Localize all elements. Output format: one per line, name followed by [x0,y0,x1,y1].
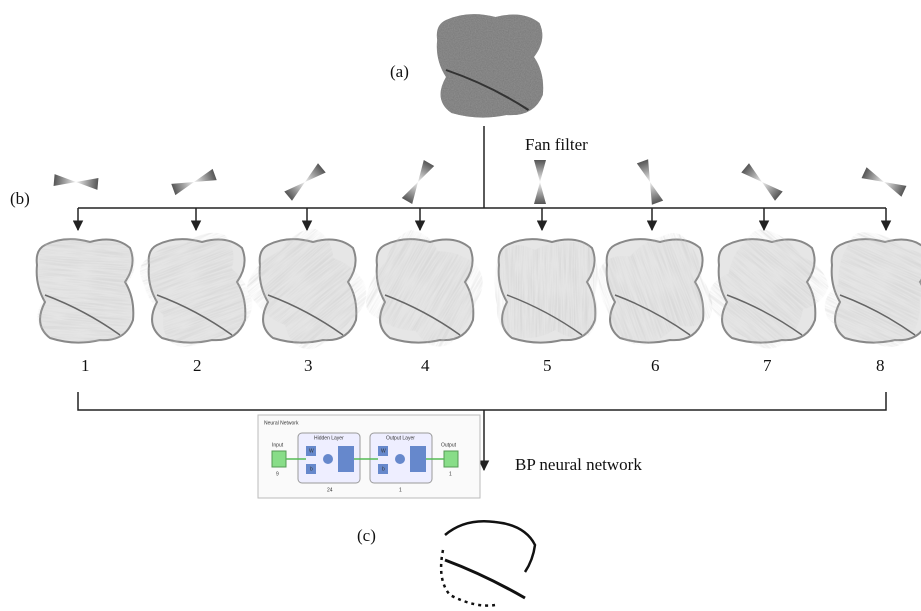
fan-icon [741,163,782,200]
image-texture [238,220,379,361]
b-label: b [310,466,313,472]
panel-label: (a) [390,62,409,81]
fan-icon [402,160,434,204]
filtered-image [357,223,495,358]
fan-shape [534,160,546,204]
activation [338,446,354,472]
output-node [444,451,458,467]
image-texture [696,220,837,361]
filtered-image [494,239,597,342]
input-node [272,451,286,467]
fan-filter-label: Fan filter [525,135,588,154]
bp-label: BP neural network [515,455,642,474]
b-label: b [382,466,385,472]
fan-icon [54,174,99,190]
image-label: 3 [304,356,313,375]
image-texture [32,235,137,346]
output-label: Output [441,442,457,448]
fan-shape [402,160,434,204]
activation [410,446,426,472]
fan-icon [284,163,325,200]
fan-shape [284,163,325,200]
network-diagram: Neural Network Hidden Layer Output Layer… [258,415,480,498]
image-texture [357,223,495,358]
image-label: 2 [193,356,202,375]
filtered-images: 1 2 3 4 5 6 7 8 [32,159,921,375]
image-texture [589,227,719,353]
sum [323,454,333,464]
output-image [441,521,535,605]
input-label: Input [272,442,284,448]
input-image [437,14,543,117]
fan-shape [54,174,99,190]
fan-shape [862,167,907,196]
fan-icon [637,159,663,204]
input-size: 9 [276,471,279,477]
output-size: 1 [449,471,452,477]
panel-label: (c) [357,526,376,545]
fan-icon [534,160,546,204]
hidden-size: 24 [327,487,333,493]
image-label: 7 [763,356,772,375]
panel-label: (b) [10,189,30,208]
image-label: 8 [876,356,885,375]
filtered-image [696,220,837,361]
fan-icon [171,169,216,195]
network-title: Neural Network [264,420,299,426]
image-label: 5 [543,356,552,375]
hidden-label: Hidden Layer [314,435,344,441]
fan-shape [637,159,663,204]
diagram: (a) Fan filter (b) 1 2 3 4 5 6 7 8 BP neural ne… [0,0,921,611]
output-layer-size: 1 [399,487,402,493]
bracket [78,392,886,410]
filtered-image [814,223,921,358]
fan-shape [741,163,782,200]
filtered-image [134,226,260,356]
filtered-image [238,220,379,361]
fan-shape [171,169,216,195]
w-label: W [381,448,386,454]
image-label: 4 [421,356,430,375]
output-layer-label: Output Layer [386,435,415,441]
sum [395,454,405,464]
image-label: 6 [651,356,660,375]
w-label: W [309,448,314,454]
image-texture [134,226,260,356]
filtered-image [589,227,719,353]
filtered-image [32,235,137,346]
image-texture [494,242,597,339]
image-label: 1 [81,356,90,375]
fan-icon [862,167,907,196]
